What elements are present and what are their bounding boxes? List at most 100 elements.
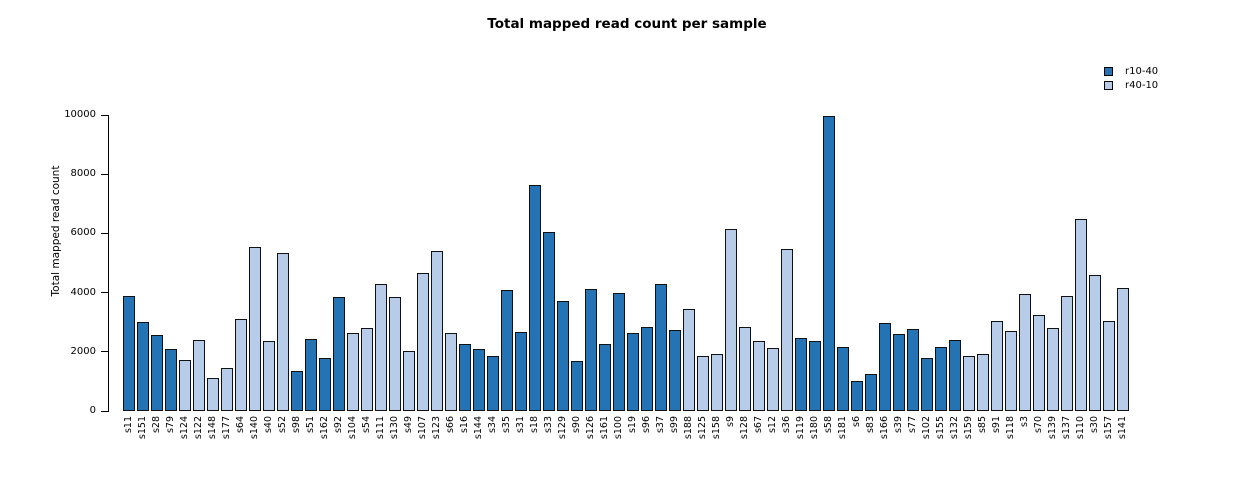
bar [459, 344, 471, 411]
x-tick-label: s34 [486, 416, 498, 434]
y-tick-label: 0 [89, 405, 96, 416]
x-tick-label: s90 [570, 416, 582, 434]
x-tick-label: s162 [318, 416, 330, 440]
legend-swatch-r10-40 [1104, 66, 1113, 76]
bar [361, 328, 373, 411]
bar [991, 321, 1003, 411]
x-tick-label: s19 [626, 416, 638, 434]
legend-item-r10-40: r10-40 [1104, 64, 1158, 78]
bar [389, 297, 401, 411]
y-tick [101, 410, 108, 412]
x-tick-label: s128 [738, 416, 750, 440]
bar [753, 340, 765, 411]
bar [1061, 295, 1073, 411]
x-tick-label: s83 [864, 416, 876, 434]
x-tick-label: s110 [1074, 416, 1086, 440]
y-tick [101, 292, 108, 294]
legend-item-r40-10: r40-10 [1104, 78, 1158, 92]
x-tick-label: s188 [682, 416, 694, 440]
x-tick-label: s35 [500, 416, 512, 434]
x-tick-label: s37 [654, 416, 666, 434]
x-tick-label: s40 [262, 416, 274, 434]
bar [571, 360, 583, 411]
bar [473, 348, 485, 411]
bar [207, 378, 219, 411]
x-tick-label: s58 [822, 416, 834, 434]
bar [935, 346, 947, 411]
x-tick-label: s132 [948, 416, 960, 440]
bar [431, 251, 443, 411]
x-tick-label: s33 [542, 416, 554, 434]
y-tick-label: 2000 [70, 345, 96, 357]
x-tick-label: s157 [1102, 416, 1114, 440]
bar [1047, 327, 1059, 411]
y-tick [101, 173, 108, 175]
x-tick-label: s99 [668, 416, 680, 434]
bar [627, 332, 639, 411]
bar [319, 358, 331, 411]
legend-label: r40-10 [1125, 79, 1159, 91]
x-tick-label: s139 [1046, 416, 1058, 440]
bar [767, 347, 779, 411]
bar [1005, 331, 1017, 411]
x-tick-label: s18 [528, 416, 540, 434]
bar [557, 300, 569, 411]
x-tick-label: s151 [136, 416, 148, 440]
x-tick-label: s96 [640, 416, 652, 434]
chart-title: Total mapped read count per sample [487, 16, 767, 32]
x-tick-label: s166 [878, 416, 890, 440]
x-tick-label: s85 [976, 416, 988, 434]
bar [739, 326, 751, 411]
y-axis-line [108, 115, 109, 412]
bar [781, 248, 793, 411]
x-tick-label: s155 [934, 416, 946, 440]
bar [501, 289, 513, 411]
bar [179, 359, 191, 411]
x-tick-label: s129 [556, 416, 568, 440]
x-tick-label: s91 [990, 416, 1002, 434]
bar [417, 273, 429, 411]
bar [711, 353, 723, 411]
x-tick-label: s125 [696, 416, 708, 440]
bar [193, 339, 205, 411]
x-tick-label: s52 [276, 416, 288, 434]
x-tick-label: s119 [794, 416, 806, 440]
bar [641, 326, 653, 411]
bar [977, 353, 989, 411]
bar [921, 358, 933, 411]
bar [893, 334, 905, 411]
y-tick [101, 114, 108, 116]
bar [1089, 274, 1101, 411]
x-tick-label: s92 [332, 416, 344, 434]
bar [683, 308, 695, 411]
bar [725, 228, 737, 411]
x-tick-label: s148 [206, 416, 218, 440]
bar [963, 356, 975, 411]
bar [487, 356, 499, 411]
x-tick-label: s161 [598, 416, 610, 440]
x-tick-label: s137 [1060, 416, 1072, 440]
x-tick-label: s9 [724, 416, 736, 427]
bar [333, 297, 345, 411]
x-tick-label: s49 [402, 416, 414, 434]
bar [655, 283, 667, 411]
x-tick-label: s180 [808, 416, 820, 440]
bar [445, 332, 457, 411]
bar [1033, 315, 1045, 411]
x-tick-label: s140 [248, 416, 260, 440]
bar [291, 371, 303, 411]
x-tick-label: s102 [920, 416, 932, 440]
x-tick-label: s3 [1018, 416, 1030, 427]
x-tick-label: s98 [290, 416, 302, 434]
bar [613, 292, 625, 411]
x-tick-label: s111 [374, 416, 386, 440]
bar [305, 339, 317, 411]
bar [165, 348, 177, 411]
x-tick-label: s51 [304, 416, 316, 434]
bar [949, 339, 961, 411]
bar [837, 347, 849, 411]
bar [585, 288, 597, 411]
x-tick-label: s122 [192, 416, 204, 440]
bar [515, 331, 527, 411]
bar [697, 356, 709, 411]
